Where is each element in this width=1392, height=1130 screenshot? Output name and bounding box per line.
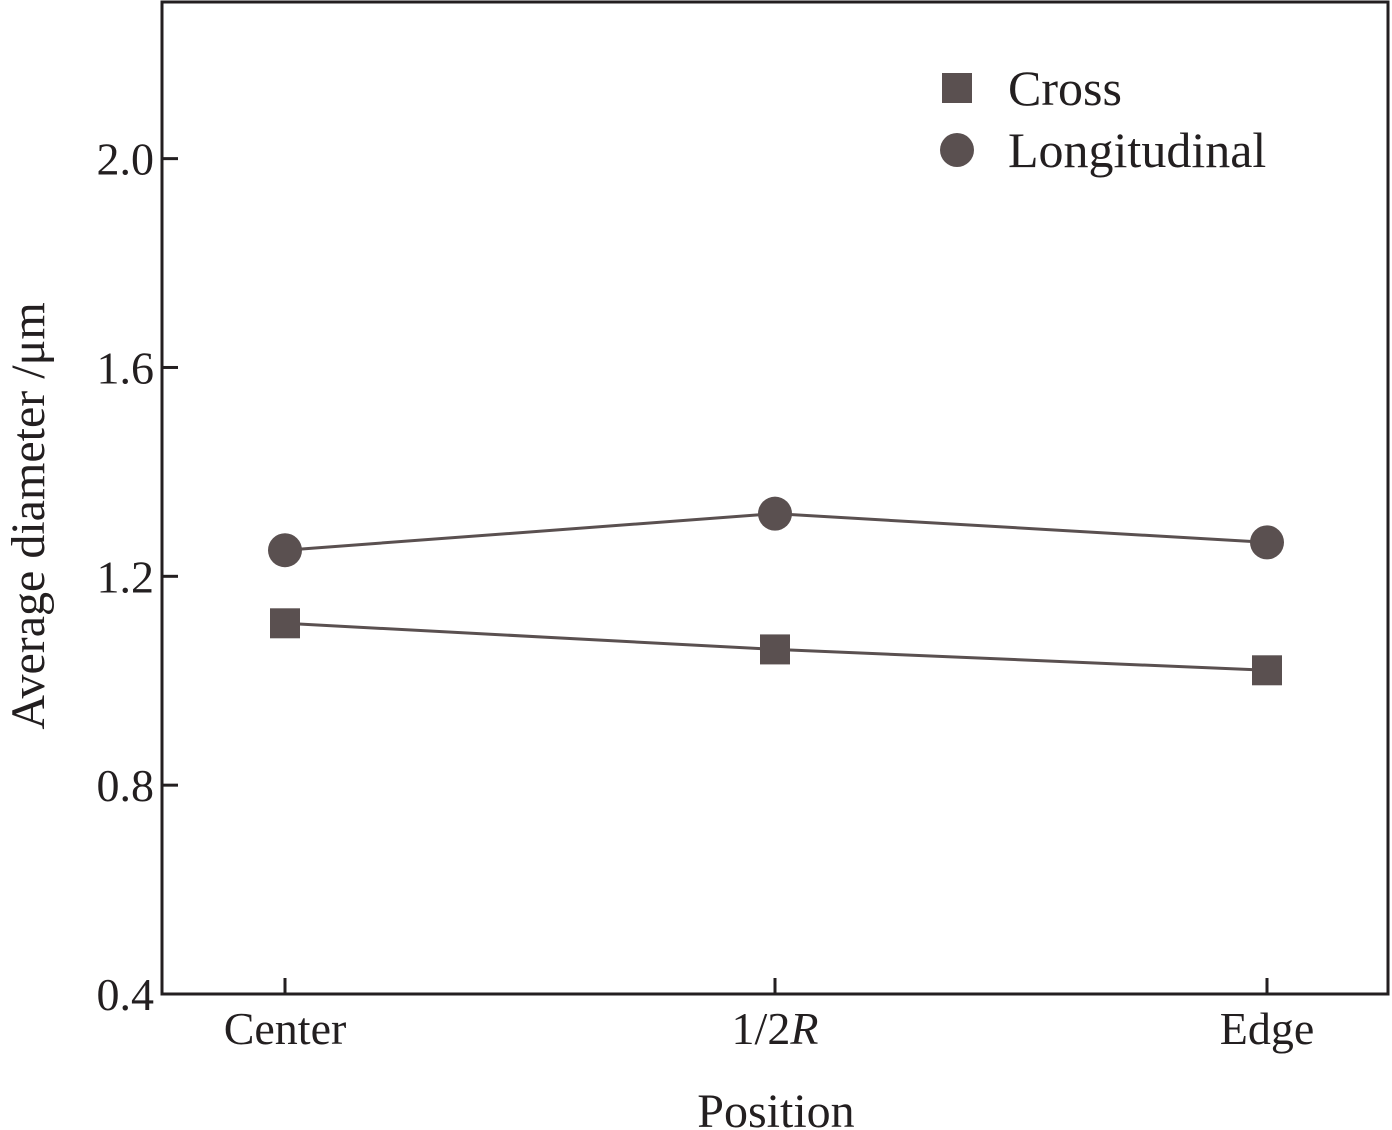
chart-series: [268, 496, 1284, 686]
y-axis-title: Average diameter /μm: [2, 302, 55, 729]
data-point: [270, 608, 300, 639]
legend-marker-cross: [942, 73, 972, 103]
data-point: [758, 496, 792, 531]
data-point: [1250, 525, 1284, 560]
y-tick-label: 0.4: [97, 969, 155, 1020]
x-tick-label: Edge: [1220, 1003, 1315, 1054]
y-tick-label: 0.8: [97, 760, 155, 811]
x-axis-ticks: Center 1/2R Edge: [224, 978, 1315, 1054]
chart-legend: Cross Longitudinal: [940, 60, 1266, 178]
x-axis-title: Position: [697, 1085, 854, 1130]
series-cross: [270, 608, 1282, 686]
y-tick-label: 1.2: [97, 551, 155, 602]
data-point: [268, 533, 302, 568]
y-axis-ticks: 0.4 0.8 1.2 1.6 2.0: [97, 134, 178, 1020]
legend-label-cross: Cross: [1008, 60, 1122, 116]
legend-label-longitudinal: Longitudinal: [1008, 122, 1266, 178]
y-tick-label: 1.6: [97, 342, 155, 393]
data-point: [760, 634, 790, 665]
y-tick-label: 2.0: [97, 134, 155, 185]
data-point: [1252, 655, 1282, 686]
x-tick-label: 1/2R: [732, 1003, 819, 1054]
x-tick-label: Center: [224, 1003, 347, 1054]
legend-marker-longitudinal: [940, 133, 974, 167]
series-longitudinal: [268, 496, 1284, 568]
